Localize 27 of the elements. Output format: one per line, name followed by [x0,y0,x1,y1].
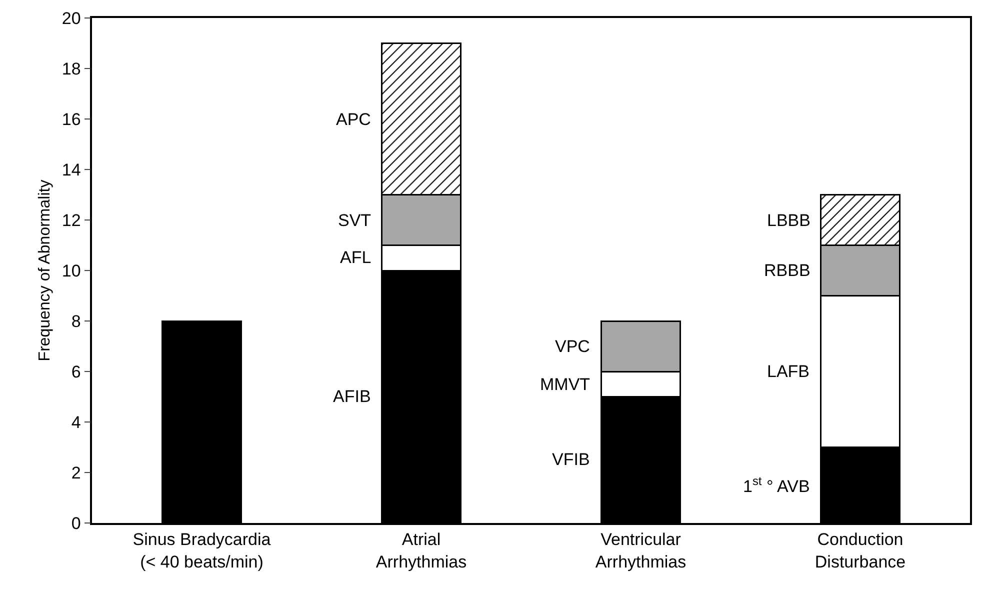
y-tick-label: 20 [62,8,81,28]
annotation: LBBB [767,211,810,230]
y-tick-label: 18 [62,59,81,78]
annotation: AFL [340,248,372,267]
y-tick-label: 16 [62,110,81,129]
annotation: 1$^{st}$ ° AVB [743,474,810,496]
y-tick-label: 4 [71,412,81,432]
y-axis-title: Frequency of Abnormality [36,180,54,362]
x-tick-label: Conduction Disturbance [814,530,906,572]
annotation: APC [336,110,371,129]
y-tick-label: 12 [62,210,81,230]
y-tick-label: 8 [71,312,81,331]
annotation: RBBB [764,261,810,280]
y-tick-label: 6 [71,362,81,382]
y-tick-label: 10 [62,261,81,280]
annotation: AFIB [333,387,371,406]
y-tick-label: 0 [71,514,81,533]
annotation: LAFB [767,362,810,381]
x-tick-label: Sinus Bradycardia (< 40 beats/min) [132,530,272,572]
x-tick-label: Ventricular Arrhythmias [595,530,686,572]
y-tick-label: 2 [71,463,81,482]
annotation: VPC [555,337,590,356]
x-tick-label: Atrial Arrhythmias [376,530,467,572]
y-tick-label: 14 [62,160,81,180]
annotation: SVT [338,211,372,230]
annotation: VFIB [552,450,590,469]
annotation: MMVT [540,375,590,394]
